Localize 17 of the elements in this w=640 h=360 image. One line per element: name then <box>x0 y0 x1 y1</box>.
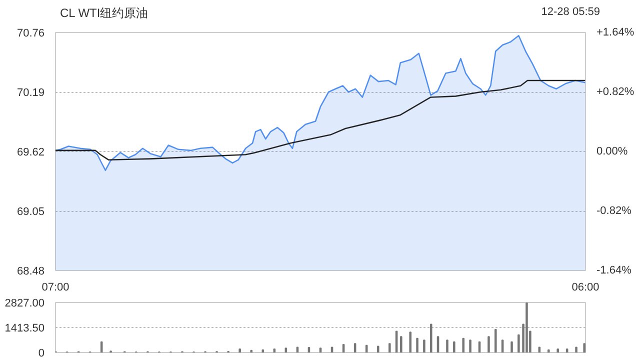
y-tick-label: 69.62 <box>16 146 45 158</box>
y2-tick-label: -1.64% <box>596 264 632 276</box>
y2-tick-label: 0.00% <box>596 146 628 158</box>
y-tick-label: 0 <box>38 348 45 360</box>
chart-title: CL WTI纽约原油 <box>60 5 148 22</box>
y-tick-label: 69.05 <box>16 206 45 218</box>
text: 12-28 05:59 <box>541 5 600 20</box>
y-tick-label: 2827.00 <box>4 298 45 310</box>
y-tick-label: 70.19 <box>16 87 45 99</box>
y-tick-label: 70.76 <box>16 28 45 40</box>
y-tick-label: 68.48 <box>16 266 45 278</box>
x-tick-label: 06:00 <box>572 282 600 294</box>
y2-tick-label: +0.82% <box>596 86 634 98</box>
y2-tick-label: +1.64% <box>596 26 634 38</box>
x-tick-label: 07:00 <box>42 282 70 294</box>
y-tick-label: 1413.50 <box>4 322 45 334</box>
y2-tick-label: -0.82% <box>596 205 632 217</box>
